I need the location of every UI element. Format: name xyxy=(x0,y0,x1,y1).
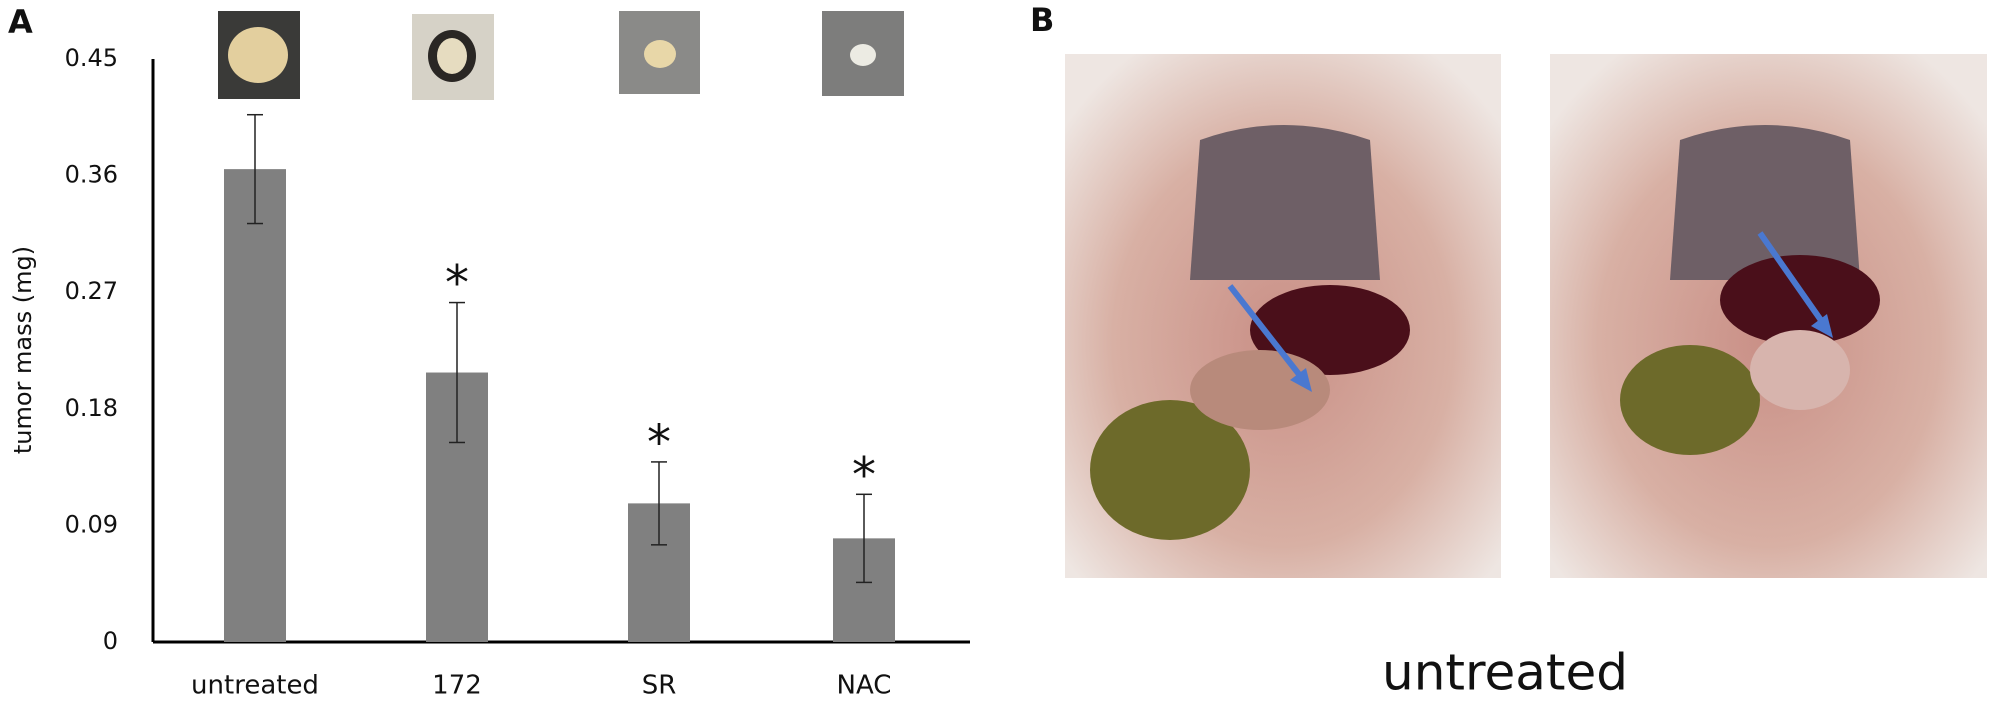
panel-label: A xyxy=(8,3,33,41)
photo-liver xyxy=(1720,255,1880,345)
y-tick-label: 0 xyxy=(103,627,118,655)
thumbnails xyxy=(218,11,904,100)
x-tick-label: 172 xyxy=(432,671,482,701)
photo-intestine xyxy=(1620,345,1760,455)
photo-caption: untreated xyxy=(1382,644,1628,702)
photo-intestine xyxy=(1090,400,1250,540)
y-tick-label: 0.09 xyxy=(65,510,118,538)
thumbnail-tumor xyxy=(437,38,467,74)
photo xyxy=(1065,54,1501,578)
significance-marker: * xyxy=(445,256,469,312)
thumbnail-tumor xyxy=(228,27,288,83)
x-tick-label: SR xyxy=(642,671,677,701)
photo-arrow xyxy=(1757,231,1828,328)
panel-label: B xyxy=(1030,1,1054,39)
y-tick-label: 0.18 xyxy=(65,394,118,422)
y-axis-label: tumor mass (mg) xyxy=(9,246,37,454)
x-tick-label: untreated xyxy=(191,671,319,701)
y-tick-label: 0.36 xyxy=(65,161,118,189)
photo-liver xyxy=(1250,285,1410,375)
y-tick-label: 0.27 xyxy=(65,277,118,305)
photo-tumor xyxy=(1750,330,1850,410)
photo-arrow-head xyxy=(1811,314,1833,338)
thumbnail-tumor xyxy=(850,44,876,66)
bar xyxy=(224,169,286,642)
significance-marker: * xyxy=(647,415,671,471)
y-tick-label: 0.45 xyxy=(65,44,118,72)
photo-ribcage xyxy=(1190,125,1380,280)
bar-chart: 0 0.09 0.18 0.27 0.36 0.45 untreated 172 * SR * NAC… xyxy=(65,44,970,701)
photo-ribcage xyxy=(1670,125,1860,280)
photo-arrow-head xyxy=(1290,368,1312,392)
photo xyxy=(1550,54,1987,578)
thumbnail-tumor xyxy=(644,40,676,68)
significance-marker: * xyxy=(852,447,876,503)
photo-arrow xyxy=(1227,284,1308,384)
x-tick-label: NAC xyxy=(837,671,892,701)
